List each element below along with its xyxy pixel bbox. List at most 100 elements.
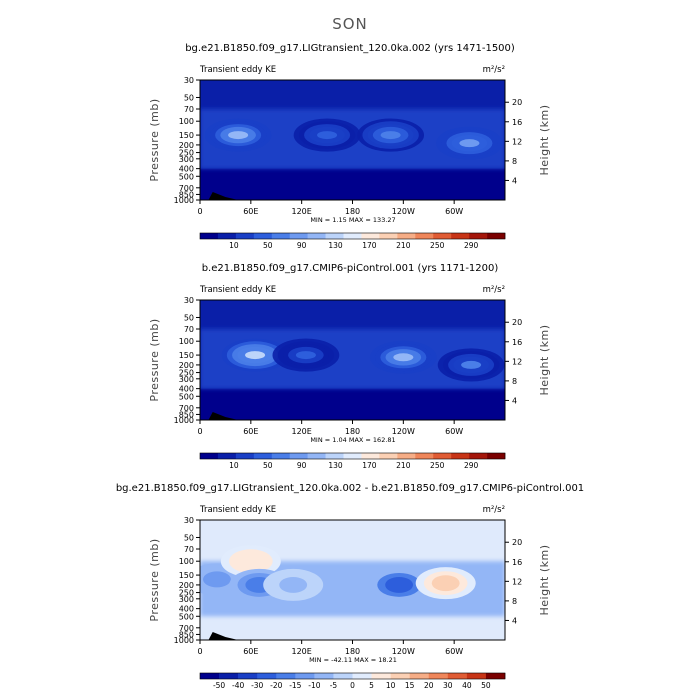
y-tick-label: 300 xyxy=(179,155,194,164)
colorbar-label: 250 xyxy=(430,461,445,470)
min-max-readout: MIN = -42.11 MAX = 18.21 xyxy=(309,656,397,664)
y-tick-label: 50 xyxy=(184,313,194,322)
y-tick-label: 1000 xyxy=(174,416,194,425)
x-tick-label: 180 xyxy=(345,207,360,216)
y2-axis-title: Height (km) xyxy=(538,324,551,395)
jet-maximum xyxy=(461,360,482,369)
colorbar-label: 210 xyxy=(396,241,411,250)
colorbar-label: 40 xyxy=(462,681,472,690)
y2-tick-label: 8 xyxy=(512,597,517,606)
colorbar-label: 250 xyxy=(430,241,445,250)
panel-units: m²/s² xyxy=(483,65,505,75)
colorbar-label: 20 xyxy=(424,681,434,690)
y-tick-label: 700 xyxy=(179,184,194,193)
lower-troposphere-band xyxy=(200,388,505,420)
chart-panel-3: bg.e21.B1850.f09_g17.LIGtransient_120.0k… xyxy=(116,483,584,690)
colorbar-swatch xyxy=(253,453,273,459)
colorbar-swatch xyxy=(200,453,219,459)
colorbar-swatch xyxy=(289,453,308,459)
panel-units: m²/s² xyxy=(483,285,505,295)
y-tick-label: 400 xyxy=(179,165,194,174)
y-tick-label: 250 xyxy=(179,369,194,378)
colorbar-swatch xyxy=(487,233,506,239)
panel-subtitle: Transient eddy KE xyxy=(199,285,276,295)
x-tick-label: 60W xyxy=(445,647,463,656)
colorbar-swatch xyxy=(238,673,258,679)
x-tick-label: 60E xyxy=(243,427,258,436)
min-max-readout: MIN = 1.04 MAX = 162.81 xyxy=(310,436,395,444)
y2-tick-label: 4 xyxy=(512,176,517,185)
y2-tick-label: 16 xyxy=(512,118,522,127)
y-axis-title: Pressure (mb) xyxy=(148,318,161,401)
jet-maximum xyxy=(317,131,338,140)
colorbar-swatch xyxy=(271,453,291,459)
colorbar-swatch xyxy=(314,673,334,679)
jet-maximum xyxy=(459,139,480,148)
colorbar-label: 5 xyxy=(369,681,374,690)
x-tick-label: 60W xyxy=(445,427,463,436)
colorbar-swatch xyxy=(271,233,291,239)
y-tick-label: 400 xyxy=(179,605,194,614)
colorbar-label: 290 xyxy=(464,461,479,470)
y-tick-label: 500 xyxy=(179,612,194,621)
y-tick-label: 500 xyxy=(179,392,194,401)
figure-title: SON xyxy=(332,15,368,33)
colorbar-swatch xyxy=(371,673,391,679)
colorbar-swatch xyxy=(390,673,410,679)
panel-title: b.e21.B1850.f09_g17.CMIP6-piControl.001 … xyxy=(202,263,499,274)
terrain-mask xyxy=(208,632,239,640)
jet-maximum xyxy=(245,351,266,360)
colorbar-swatch xyxy=(447,673,468,679)
y-tick-label: 850 xyxy=(179,630,194,639)
panel-title: bg.e21.B1850.f09_g17.LIGtransient_120.0k… xyxy=(116,483,584,494)
x-tick-label: 0 xyxy=(197,207,202,216)
colorbar-label: 90 xyxy=(297,241,307,250)
colorbar-swatch xyxy=(379,453,398,459)
colorbar-swatch xyxy=(217,453,237,459)
y-tick-label: 250 xyxy=(179,149,194,158)
y-tick-label: 50 xyxy=(184,533,194,542)
x-tick-label: 120W xyxy=(392,427,415,436)
y-axis-title: Pressure (mb) xyxy=(148,538,161,621)
y-tick-label: 700 xyxy=(179,404,194,413)
y-tick-label: 1000 xyxy=(174,636,194,645)
y-tick-label: 150 xyxy=(179,131,194,140)
colorbar-swatch xyxy=(428,673,449,679)
colorbar-label: 290 xyxy=(464,241,479,250)
colorbar-label: 10 xyxy=(229,241,239,250)
colorbar-label: -30 xyxy=(251,681,263,690)
y2-tick-label: 20 xyxy=(512,98,522,107)
colorbar-swatch xyxy=(257,673,277,679)
anomaly-contour xyxy=(279,576,308,593)
colorbar-label: -10 xyxy=(308,681,320,690)
colorbar-swatch xyxy=(415,453,434,459)
colorbar-swatch xyxy=(276,673,296,679)
y2-tick-label: 16 xyxy=(512,338,522,347)
y-tick-label: 850 xyxy=(179,190,194,199)
anomaly-contour xyxy=(385,576,414,593)
colorbar-label: 10 xyxy=(386,681,396,690)
colorbar-swatch xyxy=(253,233,273,239)
colorbar-label: 0 xyxy=(350,681,355,690)
colorbar-label: 130 xyxy=(328,241,343,250)
colorbar-label: -40 xyxy=(232,681,244,690)
colorbar-label: 170 xyxy=(362,241,377,250)
terrain-mask xyxy=(208,192,239,200)
x-tick-label: 180 xyxy=(345,647,360,656)
y2-tick-label: 12 xyxy=(512,137,522,146)
colorbar-swatch xyxy=(487,453,506,459)
jet-maximum xyxy=(380,131,401,140)
x-tick-label: 60W xyxy=(445,207,463,216)
y-tick-label: 70 xyxy=(184,325,194,334)
chart-panel-2: b.e21.B1850.f09_g17.CMIP6-piControl.001 … xyxy=(148,263,551,470)
colorbar-swatch xyxy=(469,453,488,459)
colorbar-swatch xyxy=(325,453,344,459)
colorbar-label: 90 xyxy=(297,461,307,470)
colorbar-label: -20 xyxy=(270,681,282,690)
contour-field xyxy=(200,520,505,640)
y-tick-label: 30 xyxy=(184,516,194,525)
jet-maximum xyxy=(393,353,414,362)
y-tick-label: 100 xyxy=(179,117,194,126)
y-tick-label: 70 xyxy=(184,105,194,114)
